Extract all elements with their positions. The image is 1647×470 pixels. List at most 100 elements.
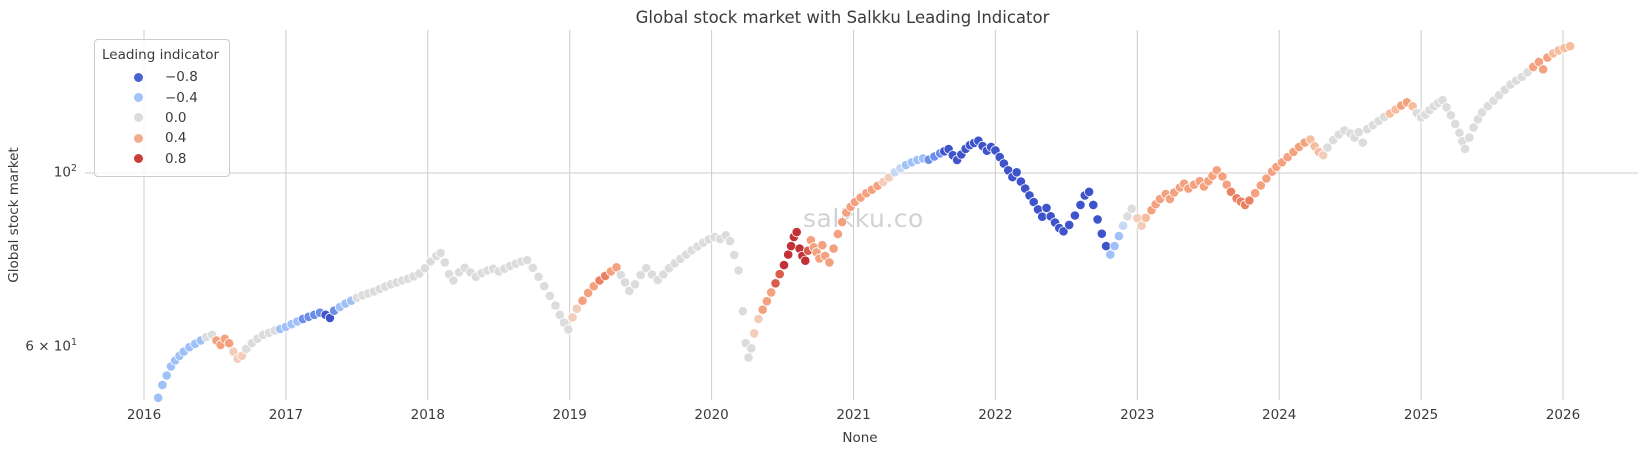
scatter-point — [1460, 143, 1471, 154]
scatter-point — [550, 300, 561, 311]
scatter-point — [1217, 171, 1228, 182]
scatter-point — [1113, 231, 1125, 242]
scatter-point — [533, 271, 544, 282]
scatter-point — [774, 268, 785, 280]
scatter-point — [1069, 210, 1081, 221]
scatter-point — [1445, 110, 1457, 121]
scatter-point — [157, 379, 168, 390]
scatter-point — [737, 306, 748, 317]
scatter-point — [1122, 211, 1133, 222]
scatter-point — [641, 263, 652, 274]
scatter-point — [1126, 203, 1137, 214]
scatter-point — [1084, 186, 1095, 197]
scatter-point — [832, 229, 844, 240]
legend-item: 0.8 — [95, 149, 229, 169]
x-tick-label: 2023 — [1120, 407, 1155, 423]
scatter-point — [419, 263, 431, 274]
scatter-point — [824, 257, 835, 268]
legend-item-label: −0.8 — [165, 69, 198, 86]
scatter-point — [1454, 127, 1465, 138]
x-tick-label: 2019 — [552, 407, 587, 423]
scatter-point — [544, 290, 555, 301]
legend-item: −0.8 — [95, 67, 229, 87]
x-tick-label: 2016 — [126, 407, 162, 423]
watermark: salkku.co — [803, 204, 924, 233]
legend-swatch-icon — [134, 72, 143, 82]
legend-swatch-icon — [134, 154, 143, 164]
legend-item-label: −0.4 — [165, 89, 198, 106]
scatter-point — [766, 287, 777, 298]
x-axis-label: None — [842, 430, 878, 446]
x-tick-label: 2026 — [1545, 407, 1581, 423]
legend-item: 0.4 — [95, 128, 229, 148]
scatter-point — [577, 295, 588, 306]
scatter-point — [1322, 142, 1333, 153]
scatter-point — [571, 303, 582, 314]
x-tick-label: 2024 — [1262, 407, 1297, 423]
scatter-point — [1225, 186, 1237, 197]
scatter-point — [224, 338, 235, 349]
legend-item-label: 0.8 — [165, 150, 187, 167]
legend-title: Leading indicator — [102, 47, 220, 63]
scatter-point — [161, 370, 172, 381]
legend-item: −0.4 — [95, 87, 229, 107]
scatter-point — [1538, 64, 1549, 75]
scatter-point — [836, 217, 848, 228]
scatter-point — [724, 236, 736, 247]
chart-title: Global stock market with Salkku Leading … — [635, 8, 1050, 27]
scatter-point — [1357, 137, 1369, 148]
legend: Leading indicator −0.8 −0.4 0.0 0.4 0.8 — [94, 39, 230, 177]
legend-swatch-icon — [134, 113, 143, 123]
legend-swatch-icon — [134, 93, 143, 103]
scatter-point — [153, 392, 164, 403]
scatter-point — [791, 227, 802, 238]
scatter-point — [611, 262, 622, 273]
scatter-point — [1058, 226, 1069, 237]
scatter-point — [778, 259, 790, 271]
scatter-point — [729, 249, 740, 261]
scatter-point — [817, 240, 828, 251]
scatter-point — [828, 243, 839, 254]
scatter-point — [554, 309, 565, 320]
scatter-point — [1092, 214, 1103, 225]
scatter-point — [783, 249, 794, 260]
y-tick-60: 6 × 101 — [25, 337, 77, 355]
scatter-point — [521, 255, 533, 266]
scatter-point — [1037, 211, 1048, 222]
scatter-point — [624, 285, 635, 296]
scatter-point — [1096, 228, 1107, 239]
scatter-point — [619, 277, 631, 288]
scatter-point — [1468, 122, 1479, 133]
scatter-point — [1064, 219, 1075, 230]
scatter-point — [749, 328, 760, 339]
x-tick-label: 2022 — [978, 407, 1013, 423]
scatter-point — [785, 241, 797, 252]
scatter-point — [1118, 220, 1129, 231]
x-tick-label: 2025 — [1403, 407, 1439, 423]
scatter-point — [658, 269, 669, 280]
scatter-point — [1244, 195, 1255, 206]
scatter-point — [563, 324, 574, 335]
scatter-point — [753, 313, 764, 324]
scatter-point — [1075, 199, 1086, 210]
scatter-point — [1088, 199, 1099, 210]
x-tick-label: 2021 — [836, 407, 871, 423]
scatter-point — [1109, 241, 1120, 252]
scatter-point — [800, 255, 811, 266]
legend-item: 0.0 — [95, 108, 229, 128]
scatter-point — [1250, 188, 1261, 199]
y-axis-label: Global stock market — [6, 147, 22, 283]
legend-item-label: 0.4 — [165, 130, 187, 147]
scatter-point — [1441, 102, 1452, 113]
legend-items: −0.8 −0.4 0.0 0.4 0.8 — [95, 67, 229, 169]
legend-item-label: 0.0 — [165, 109, 187, 126]
x-tick-label: 2018 — [410, 407, 445, 423]
scatter-point — [1464, 132, 1475, 143]
scatter-point — [439, 257, 450, 268]
y-tick-100: 102 — [53, 163, 77, 181]
scatter-point — [757, 304, 768, 315]
scatter-point — [1255, 180, 1266, 191]
x-tick-label: 2020 — [694, 407, 729, 423]
scatter-point — [770, 278, 781, 289]
